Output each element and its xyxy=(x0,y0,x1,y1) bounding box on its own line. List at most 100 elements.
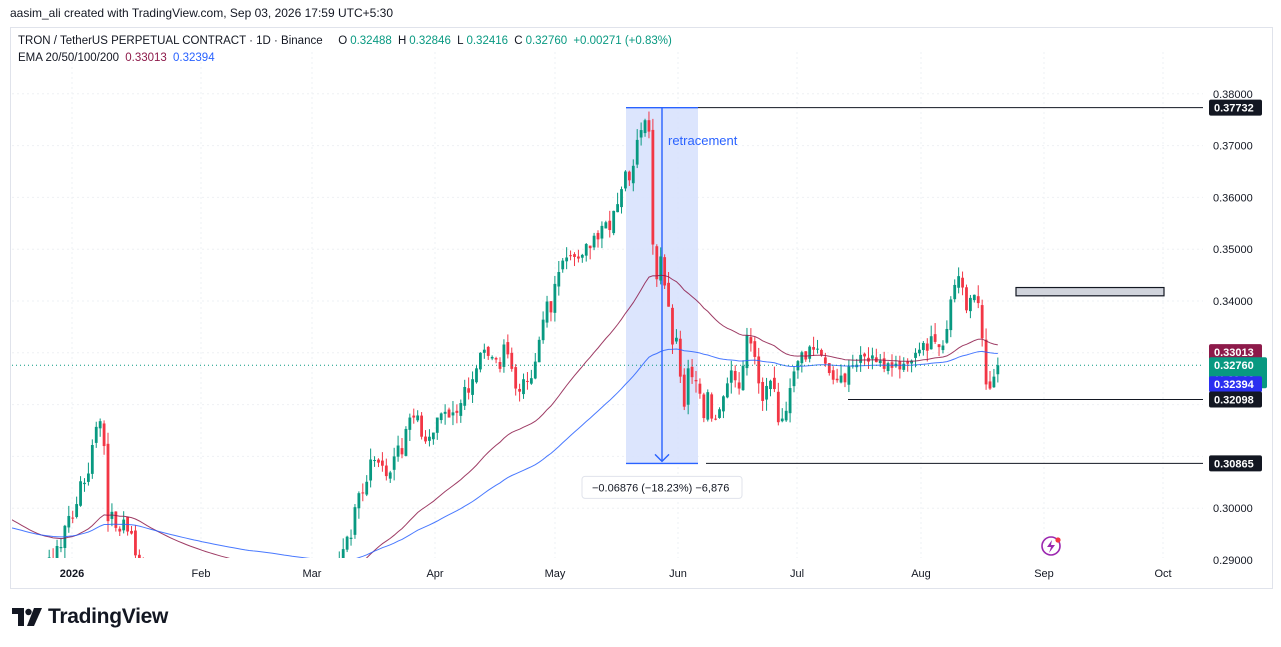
price-tag-label: 0.32394 xyxy=(1214,379,1255,391)
last-price-label: 0.32760 xyxy=(1214,360,1254,372)
candle-body xyxy=(154,581,157,584)
candle-body xyxy=(341,549,345,558)
candle-body xyxy=(94,426,98,443)
candle-body xyxy=(377,459,380,463)
candle-body xyxy=(643,120,647,134)
x-axis-tick-label: Jun xyxy=(669,568,687,580)
resistance-zone[interactable] xyxy=(1015,286,1165,297)
candle-body xyxy=(859,354,863,363)
x-axis-tick-label: Oct xyxy=(1154,568,1171,580)
candle-body xyxy=(557,271,561,287)
candle-body xyxy=(690,366,694,378)
candle-body xyxy=(882,358,886,369)
candle-body xyxy=(150,582,153,583)
candle-body xyxy=(451,412,455,416)
candle-body xyxy=(122,519,126,531)
price-tag xyxy=(1209,391,1262,408)
candle-body xyxy=(925,343,929,351)
candle-body xyxy=(307,583,310,584)
candle-body xyxy=(921,342,925,351)
candle-body xyxy=(918,349,921,354)
candle-body xyxy=(349,537,353,539)
candle-body xyxy=(639,130,643,138)
candle-body xyxy=(52,559,55,562)
candle-body xyxy=(9,583,12,584)
candle-body xyxy=(420,415,423,437)
candle-body xyxy=(345,536,349,550)
candle-body xyxy=(146,583,149,584)
candle-body xyxy=(929,336,933,350)
candle-body xyxy=(745,335,749,369)
candle-body xyxy=(655,246,659,280)
candle-body xyxy=(416,415,420,421)
candle-body xyxy=(972,294,976,301)
candle-body xyxy=(843,373,847,383)
tradingview-logo[interactable]: TradingView xyxy=(12,605,168,629)
candle-body xyxy=(863,353,866,357)
candle-body xyxy=(647,120,651,132)
close-label: C xyxy=(514,35,523,47)
candle-body xyxy=(224,582,227,583)
y-axis-tick-label: 0.34000 xyxy=(1213,296,1253,308)
candle-body xyxy=(137,554,141,558)
candle-body xyxy=(553,283,557,313)
candle-body xyxy=(16,577,19,578)
candle-body xyxy=(424,436,427,442)
candle-body xyxy=(216,583,219,584)
high-label: H xyxy=(397,35,407,47)
candle-body xyxy=(573,254,576,257)
measure-arrow-head xyxy=(654,453,670,463)
candle-body xyxy=(90,445,94,474)
candle-body xyxy=(812,347,815,350)
candle-body xyxy=(334,582,337,583)
candle-body xyxy=(28,582,31,583)
candle-body xyxy=(945,328,949,343)
candle-body xyxy=(197,581,200,584)
candle-body xyxy=(361,492,365,494)
x-axis-tick-label: Aug xyxy=(911,568,931,580)
candle-body xyxy=(102,423,106,447)
candle-body xyxy=(769,380,772,390)
candle-body xyxy=(490,356,494,359)
x-axis-tick-label: Sep xyxy=(1034,568,1054,580)
candle-body xyxy=(804,351,808,360)
candle-body xyxy=(792,371,796,387)
candle-body xyxy=(549,301,553,313)
candle-body xyxy=(976,296,980,304)
candle-body xyxy=(467,388,471,393)
candle-body xyxy=(404,428,408,456)
candle-body xyxy=(608,220,612,231)
candle-body xyxy=(961,277,964,288)
x-axis-tick-label: Feb xyxy=(192,568,211,580)
candle-body xyxy=(737,382,741,389)
candle-body xyxy=(32,579,35,585)
candle-body xyxy=(369,459,373,481)
candle-body xyxy=(134,530,137,556)
candle-body xyxy=(823,357,827,364)
candle-body xyxy=(808,346,812,359)
x-axis-tick-label: Jul xyxy=(790,568,804,580)
candle-body xyxy=(275,583,278,584)
retracement-annotation: retracement xyxy=(668,133,738,148)
candle-body xyxy=(678,338,682,377)
event-lightning-icon[interactable] xyxy=(1041,536,1061,556)
close-value: 0.32760 xyxy=(525,35,568,47)
candle-body xyxy=(87,473,90,482)
candle-body xyxy=(303,583,306,584)
candle-body xyxy=(13,577,16,586)
candle-body xyxy=(283,582,286,583)
candle-body xyxy=(158,583,161,584)
candle-body xyxy=(295,583,298,584)
y-axis-tick-label: 0.30000 xyxy=(1213,503,1253,515)
candle-body xyxy=(718,409,721,418)
candle-body xyxy=(256,567,259,574)
candle-body xyxy=(776,391,780,423)
candle-body xyxy=(279,583,282,586)
ema-a-value: 0.33013 xyxy=(125,52,167,64)
candle-body xyxy=(388,472,392,479)
x-axis-tick-label: Mar xyxy=(303,568,322,580)
candle-body xyxy=(287,583,290,584)
high-value: 0.32846 xyxy=(409,35,451,47)
candle-body xyxy=(310,581,313,586)
